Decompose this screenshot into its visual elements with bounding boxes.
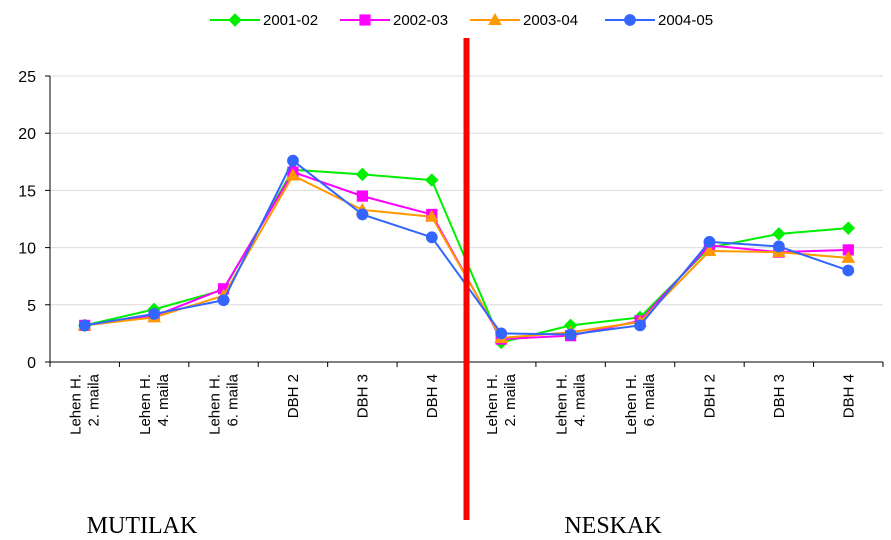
x-tick-label: Lehen H. <box>484 374 501 435</box>
data-point <box>841 221 855 235</box>
data-point <box>148 308 161 320</box>
legend-label: 2001-02 <box>263 12 318 29</box>
data-point <box>425 173 439 187</box>
x-tick-label: 6. maila <box>225 373 242 426</box>
data-point <box>287 154 299 167</box>
data-point <box>842 264 855 277</box>
legend-label: 2003-04 <box>523 12 578 29</box>
x-tick-label: DBH 3 <box>354 374 371 418</box>
x-tick-label: 4. maila <box>155 373 172 426</box>
x-tick-label: DBH 2 <box>701 374 718 418</box>
data-point <box>495 327 508 340</box>
y-axis: 0 5 10 15 20 25 <box>18 69 51 372</box>
legend-item: 2001-02 <box>210 12 318 29</box>
x-tick-label: Lehen H. <box>554 374 571 435</box>
group-label: MUTILAK <box>87 513 198 539</box>
data-point <box>424 209 439 222</box>
group-label: NESKAK <box>564 513 662 539</box>
data-point <box>703 235 716 248</box>
y-tick-label: 0 <box>27 355 36 372</box>
data-point <box>564 328 577 341</box>
y-tick-label: 10 <box>18 241 36 258</box>
legend-marker <box>359 14 371 26</box>
legend-item: 2002-03 <box>340 12 448 29</box>
x-tick-label: Lehen H. <box>623 374 640 435</box>
group-labels: MUTILAK NESKAK <box>87 513 663 539</box>
data-point <box>634 319 646 332</box>
legend-label: 2004-05 <box>658 12 713 29</box>
x-tick-label: Lehen H. <box>137 374 154 435</box>
y-tick-label: 25 <box>18 69 36 86</box>
legend: 2001-02 2002-03 2003-04 2004-05 <box>210 12 713 29</box>
x-tick-label: Lehen H. <box>207 374 224 435</box>
legend-item: 2003-04 <box>470 12 578 29</box>
series-lines <box>77 154 856 350</box>
data-point <box>356 190 368 202</box>
x-tick-label: DBH 2 <box>285 374 302 418</box>
data-point <box>355 167 370 182</box>
legend-marker <box>228 13 242 27</box>
data-point <box>841 250 856 263</box>
x-tick-label: Lehen H. <box>68 374 85 435</box>
data-point <box>78 319 91 332</box>
series-2004-05 <box>78 154 855 341</box>
x-tick-label: DBH 3 <box>771 374 788 418</box>
x-tick-label: 2. maila <box>86 373 103 426</box>
data-point <box>772 227 786 241</box>
data-point <box>286 168 300 181</box>
legend-item: 2004-05 <box>605 12 713 29</box>
data-point <box>356 208 369 221</box>
x-tick-label: DBH 4 <box>424 374 441 418</box>
x-tick-label: 2. maila <box>502 373 519 426</box>
data-point <box>772 240 785 253</box>
y-tick-label: 20 <box>18 126 36 143</box>
legend-marker <box>624 14 636 26</box>
x-tick-label: 4. maila <box>572 373 589 426</box>
y-tick-label: 15 <box>18 183 36 200</box>
data-point <box>425 231 438 244</box>
x-tick-label: 6. maila <box>641 373 658 426</box>
legend-marker <box>488 12 502 25</box>
x-tick-label: DBH 4 <box>840 374 857 418</box>
y-tick-label: 5 <box>27 298 36 315</box>
data-point <box>702 244 717 257</box>
data-point <box>217 294 230 307</box>
legend-label: 2002-03 <box>393 12 448 29</box>
